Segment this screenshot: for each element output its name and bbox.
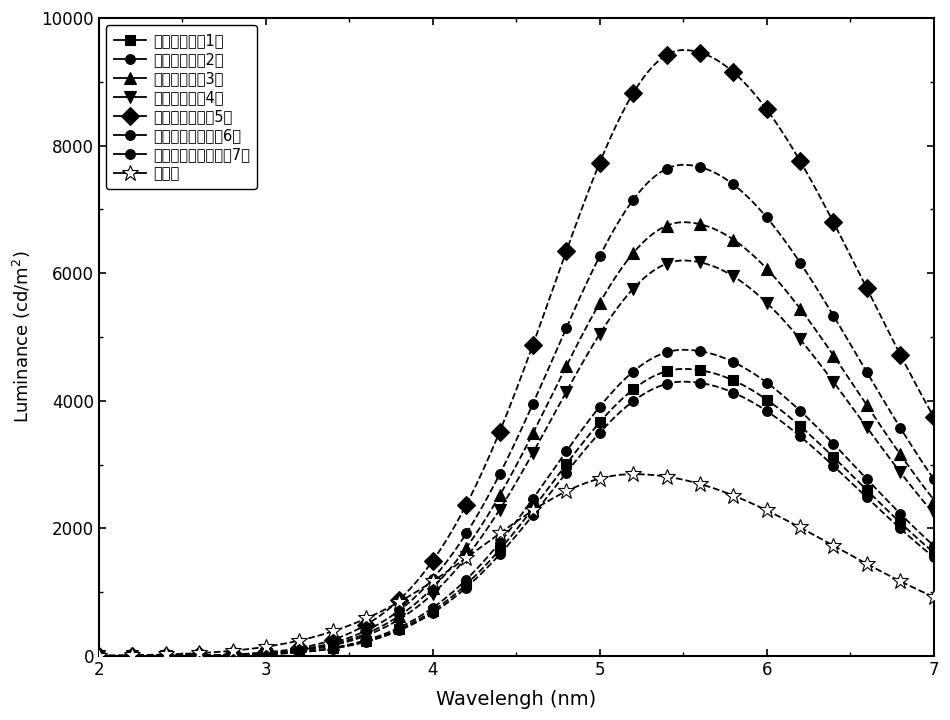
X-axis label: Wavelengh (nm): Wavelengh (nm) bbox=[436, 690, 597, 709]
Legend: 油酸（实施例1）, 辛酸（实施例2）, 己酸（实施例3）, 丁酸（实施例4）, 异辛酸（实施例5）, 己基葨酸（实施例6）, 正己基葨酸（实施例7）, 对照组: 油酸（实施例1）, 辛酸（实施例2）, 己酸（实施例3）, 丁酸（实施例4）, … bbox=[106, 25, 257, 189]
Y-axis label: Luminance (cd/m$^{2}$): Luminance (cd/m$^{2}$) bbox=[11, 251, 33, 423]
